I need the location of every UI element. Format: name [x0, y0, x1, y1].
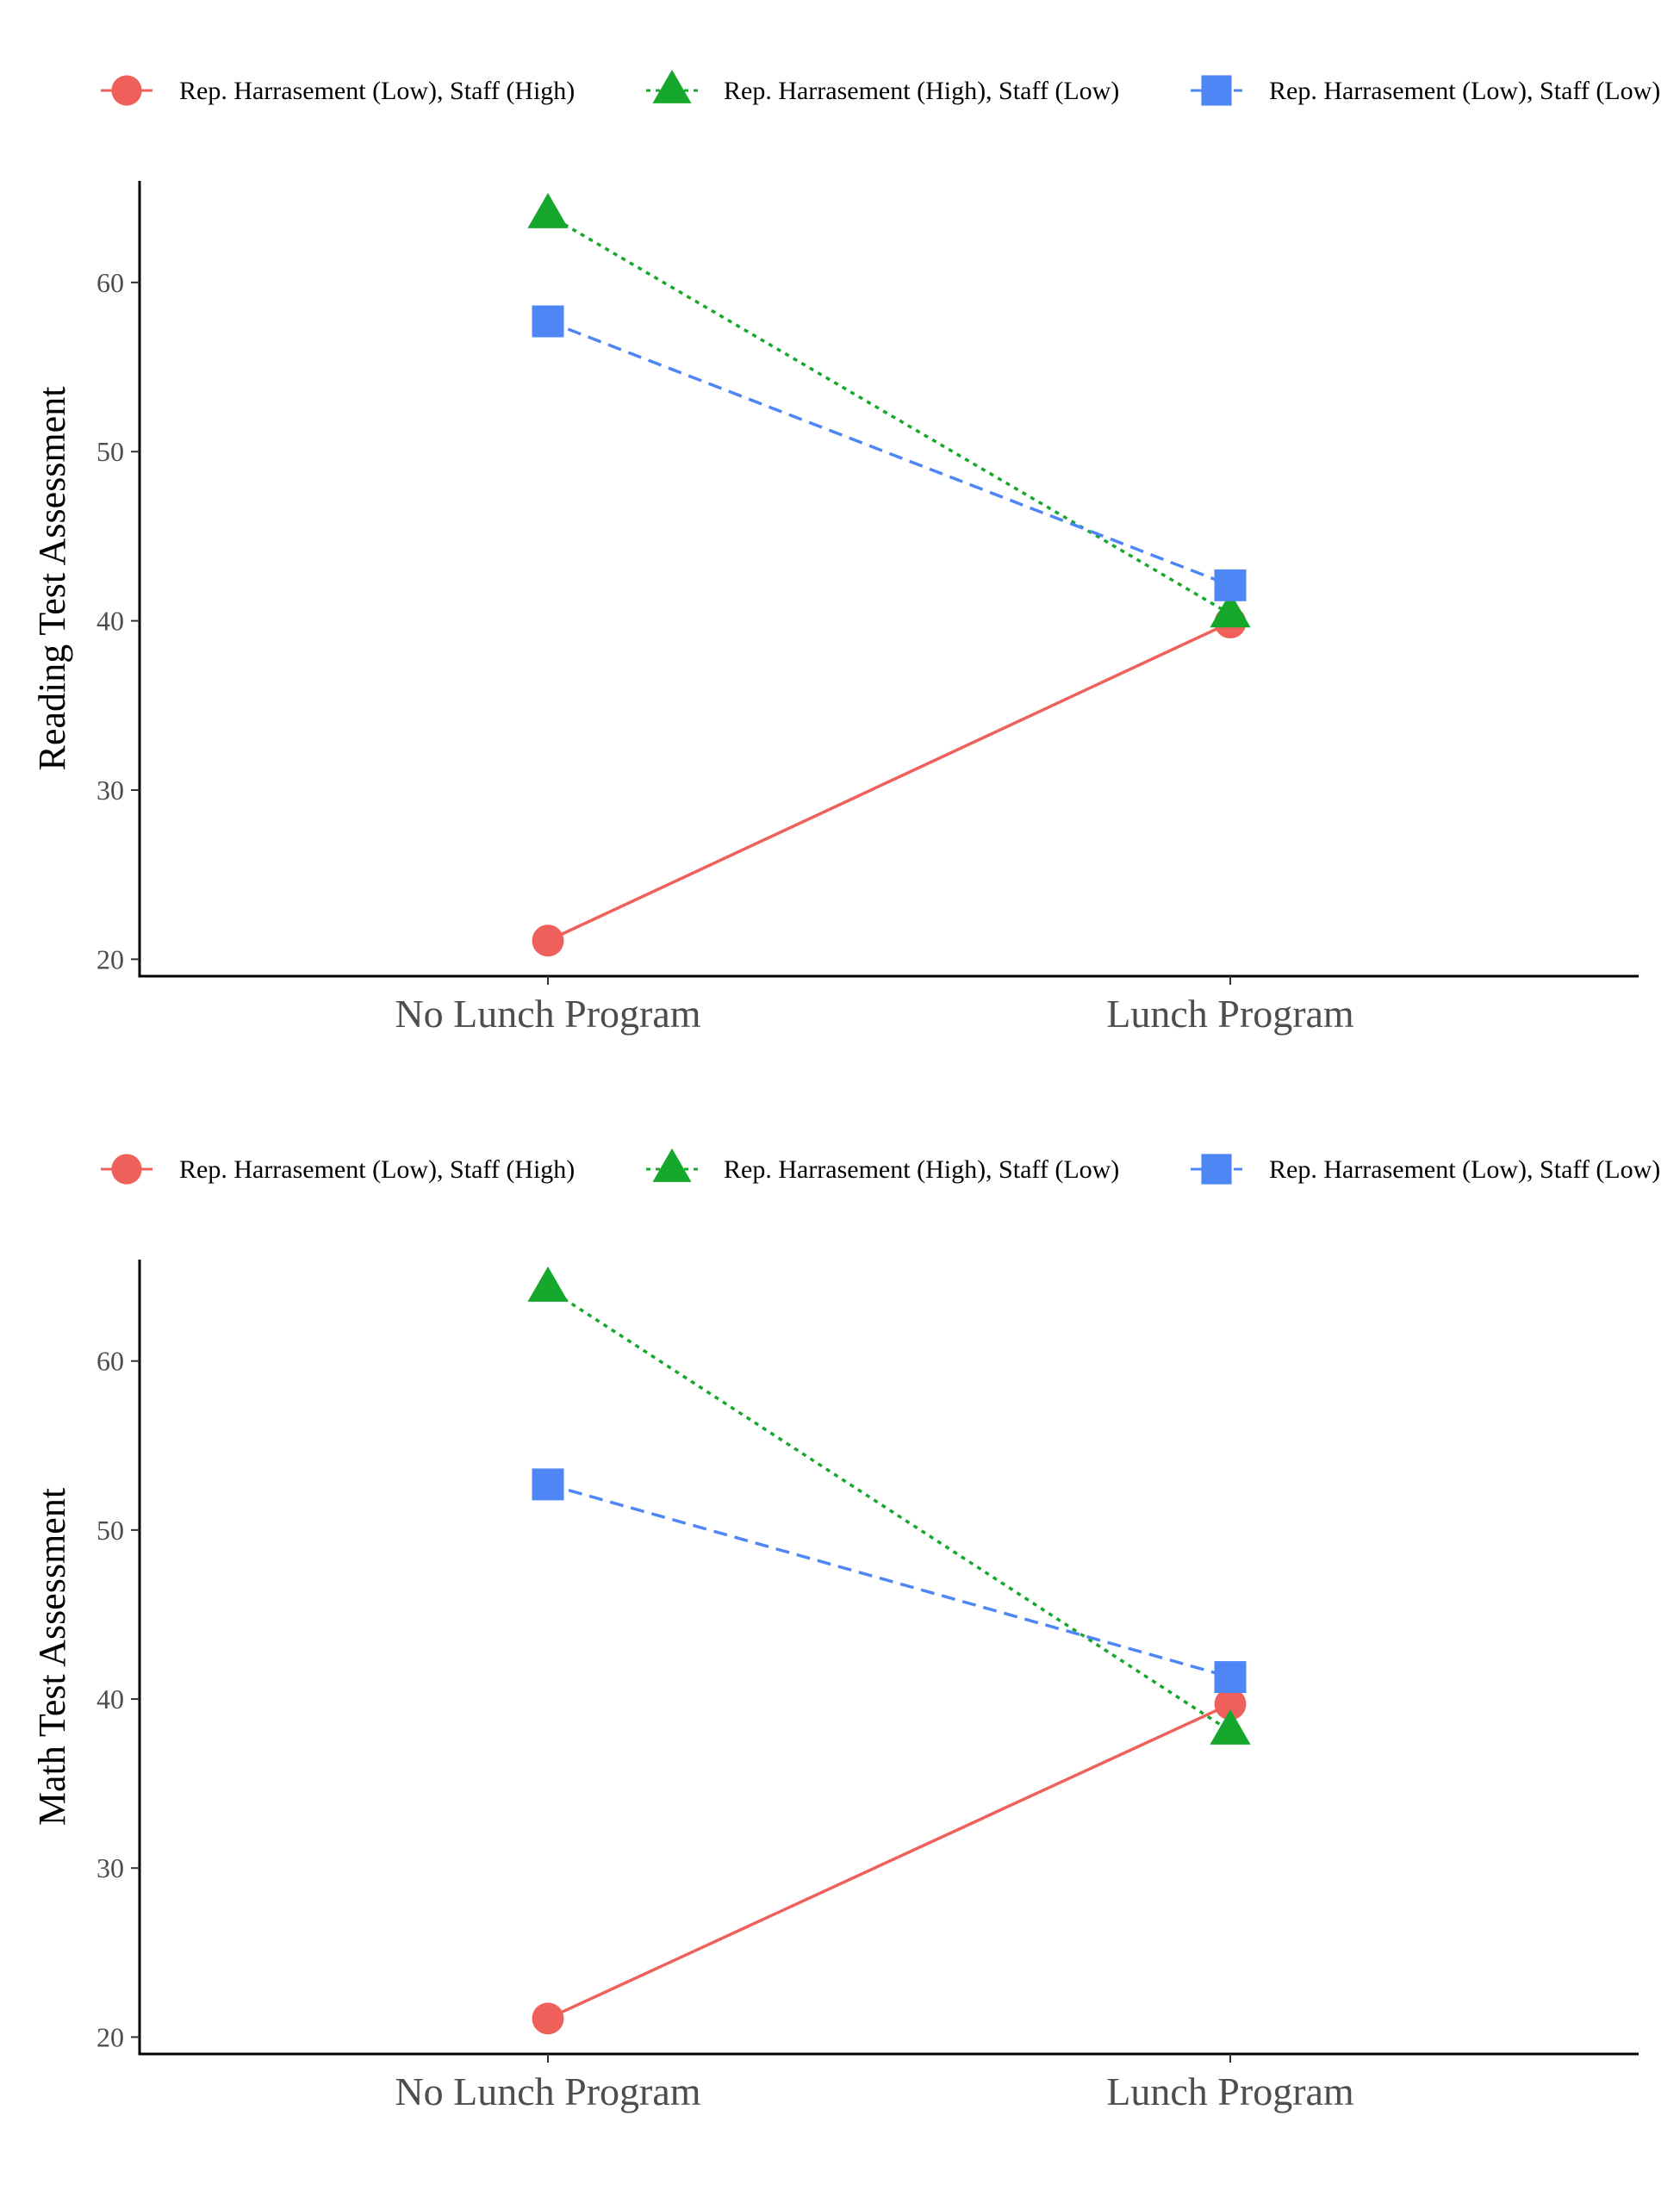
legend-circle-icon	[111, 1154, 142, 1185]
data-point	[532, 305, 564, 338]
legend-triangle-icon	[652, 1148, 692, 1182]
data-point	[1210, 592, 1251, 628]
series-line	[547, 213, 1231, 616]
reading-legend: Rep. Harrasement (Low), Staff (High) Rep.…	[101, 69, 1660, 106]
legend-square-icon	[1201, 75, 1232, 106]
data-point	[527, 192, 569, 228]
series-line	[547, 320, 1231, 587]
legend-label: Rep. Harrasement (Low), Staff (High)	[179, 1155, 575, 1184]
legend-square-icon	[1201, 1154, 1232, 1185]
y-tick-label: 40	[96, 606, 124, 637]
y-tick-label: 50	[96, 1515, 124, 1546]
y-tick-label: 20	[96, 943, 124, 974]
series-line	[547, 1286, 1231, 1733]
math-y-axis-title: Math Test Assessment	[31, 1488, 73, 1826]
legend-label: Rep. Harrasement (High), Staff (Low)	[724, 77, 1119, 105]
x-tick-label: Lunch Program	[1106, 2069, 1354, 2113]
data-point	[532, 924, 564, 957]
series-line	[547, 620, 1231, 943]
reading-chart-panel: Rep. Harrasement (Low), Staff (High) Rep.…	[31, 69, 1660, 1036]
legend-item: Rep. Harrasement (Low), Staff (High)	[101, 75, 575, 106]
legend-label: Rep. Harrasement (Low), Staff (High)	[179, 77, 575, 105]
y-tick-label: 40	[96, 1684, 124, 1715]
data-point	[1214, 1661, 1247, 1694]
math-legend: Rep. Harrasement (Low), Staff (High) Rep.…	[101, 1148, 1660, 1185]
legend-label: Rep. Harrasement (High), Staff (Low)	[724, 1155, 1119, 1184]
y-tick-label: 60	[96, 1346, 124, 1377]
y-tick-label: 50	[96, 436, 124, 467]
legend-item: Rep. Harrasement (Low), Staff (Low)	[1191, 1154, 1660, 1185]
data-point	[532, 2002, 564, 2035]
data-point	[532, 1468, 564, 1501]
legend-item: Rep. Harrasement (Low), Staff (Low)	[1191, 75, 1660, 106]
legend-label: Rep. Harrasement (Low), Staff (Low)	[1269, 1155, 1660, 1184]
x-tick-label: Lunch Program	[1106, 992, 1354, 1036]
data-point	[1210, 1708, 1251, 1745]
legend-item: Rep. Harrasement (Low), Staff (High)	[101, 1154, 575, 1185]
legend-label: Rep. Harrasement (Low), Staff (Low)	[1269, 77, 1660, 105]
y-tick-label: 30	[96, 775, 124, 806]
math-chart-panel: Rep. Harrasement (Low), Staff (High) Rep.…	[31, 1148, 1660, 2113]
y-tick-label: 60	[96, 267, 124, 298]
legend-triangle-icon	[652, 69, 692, 103]
series-line	[547, 1702, 1231, 2020]
data-point	[1214, 1688, 1247, 1721]
legend-circle-icon	[111, 75, 142, 106]
legend-item: Rep. Harrasement (High), Staff (Low)	[646, 69, 1119, 105]
x-tick-label: No Lunch Program	[395, 992, 700, 1036]
data-point	[1214, 569, 1247, 601]
series-line	[547, 1483, 1231, 1679]
reading-y-axis-title: Reading Test Assessment	[31, 387, 73, 771]
y-tick-label: 20	[96, 2021, 124, 2052]
y-tick-label: 30	[96, 1852, 124, 1883]
legend-item: Rep. Harrasement (High), Staff (Low)	[646, 1148, 1119, 1184]
data-point	[527, 1266, 569, 1302]
x-tick-label: No Lunch Program	[395, 2069, 700, 2113]
